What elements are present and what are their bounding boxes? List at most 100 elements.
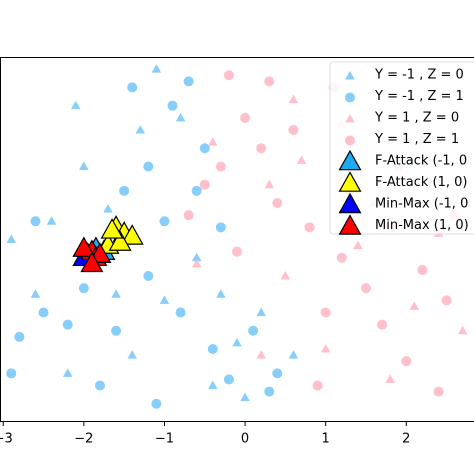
point: [62, 319, 73, 330]
point: [135, 125, 146, 134]
point: [223, 70, 234, 81]
legend-label: F-Attack (-1, 0: [375, 154, 467, 169]
point: [320, 344, 331, 353]
point: [264, 179, 274, 189]
point: [207, 344, 218, 354]
attack-marker: [80, 251, 104, 273]
attack-marker: [108, 230, 132, 251]
point: [159, 216, 170, 227]
point: [208, 380, 218, 389]
point: [240, 112, 251, 123]
point: [78, 283, 89, 294]
point: [159, 295, 170, 304]
point: [143, 161, 154, 172]
point: [232, 337, 242, 347]
legend-label: Min-Max (1, 0): [375, 218, 469, 233]
point: [441, 295, 452, 306]
point: [119, 185, 130, 196]
legend-box: [329, 61, 474, 235]
point: [264, 386, 275, 397]
point: [167, 100, 178, 111]
axes: −3 −2 −1 0 1 2: [0, 57, 474, 447]
legend-label: Y = -1 , Z = 0: [374, 68, 464, 83]
point: [320, 307, 331, 318]
point: [199, 179, 210, 190]
point: [62, 368, 73, 377]
point: [417, 264, 428, 275]
point: [71, 100, 81, 110]
point: [6, 234, 17, 243]
point: [143, 271, 154, 281]
point: [216, 289, 226, 298]
legend-label: Y = -1 , Z = 1: [374, 89, 464, 104]
point: [127, 82, 138, 93]
attack-marker: [120, 224, 144, 245]
point: [191, 185, 202, 196]
point: [433, 386, 444, 397]
point: [377, 319, 388, 330]
point: [191, 258, 202, 268]
point: [46, 216, 57, 225]
legend-marker: [345, 71, 355, 80]
point: [240, 392, 250, 402]
legend: Y = -1 , Z = 0 Y = -1 , Z = 1 Y = 1 , Z = …: [329, 61, 474, 235]
legend-marker: [345, 92, 355, 103]
x-tick-label: 1: [322, 432, 330, 447]
attack-marker: [72, 236, 96, 257]
point: [183, 76, 194, 87]
point: [385, 374, 395, 383]
x-tick-label: −1: [155, 432, 174, 447]
point: [409, 301, 420, 310]
point: [288, 94, 299, 104]
point: [127, 350, 137, 359]
legend-marker: [338, 214, 362, 235]
point: [248, 325, 259, 336]
point: [232, 246, 242, 257]
point: [175, 112, 186, 122]
point: [457, 325, 468, 335]
legend-marker: [345, 114, 355, 123]
point: [94, 380, 105, 391]
point: [183, 210, 194, 221]
legend-label: Y = 1 , Z = 1: [374, 132, 459, 147]
point: [264, 76, 275, 87]
point: [30, 216, 41, 227]
legend-label: Min-Max (-1, 0: [375, 197, 468, 212]
point: [223, 374, 234, 385]
legend-label: Y = 1 , Z = 0: [374, 111, 459, 126]
point: [14, 331, 25, 342]
point: [38, 307, 49, 318]
point: [312, 380, 323, 391]
x-tick-label: −3: [0, 432, 13, 447]
point: [360, 283, 371, 294]
point: [103, 204, 113, 213]
point: [288, 125, 299, 135]
legend-marker: [338, 171, 362, 192]
point: [79, 161, 89, 170]
point: [30, 289, 41, 298]
point: [288, 350, 299, 359]
point: [256, 143, 267, 154]
point: [256, 307, 266, 316]
x-tick-label: −2: [74, 432, 93, 447]
plot-area: [6, 64, 468, 409]
point: [111, 289, 121, 298]
point: [191, 252, 202, 262]
point: [401, 356, 412, 367]
point: [111, 325, 122, 336]
legend-marker: [345, 135, 355, 146]
point: [336, 252, 347, 263]
point: [280, 271, 291, 280]
point: [151, 398, 162, 409]
point: [256, 350, 266, 359]
point: [304, 222, 315, 233]
point: [208, 137, 218, 146]
legend-marker: [338, 192, 362, 214]
point: [175, 307, 186, 318]
legend-label: F-Attack (1, 0): [375, 175, 467, 190]
point: [215, 222, 226, 233]
legend-marker: [338, 149, 362, 171]
point: [6, 368, 17, 379]
point: [353, 240, 363, 250]
